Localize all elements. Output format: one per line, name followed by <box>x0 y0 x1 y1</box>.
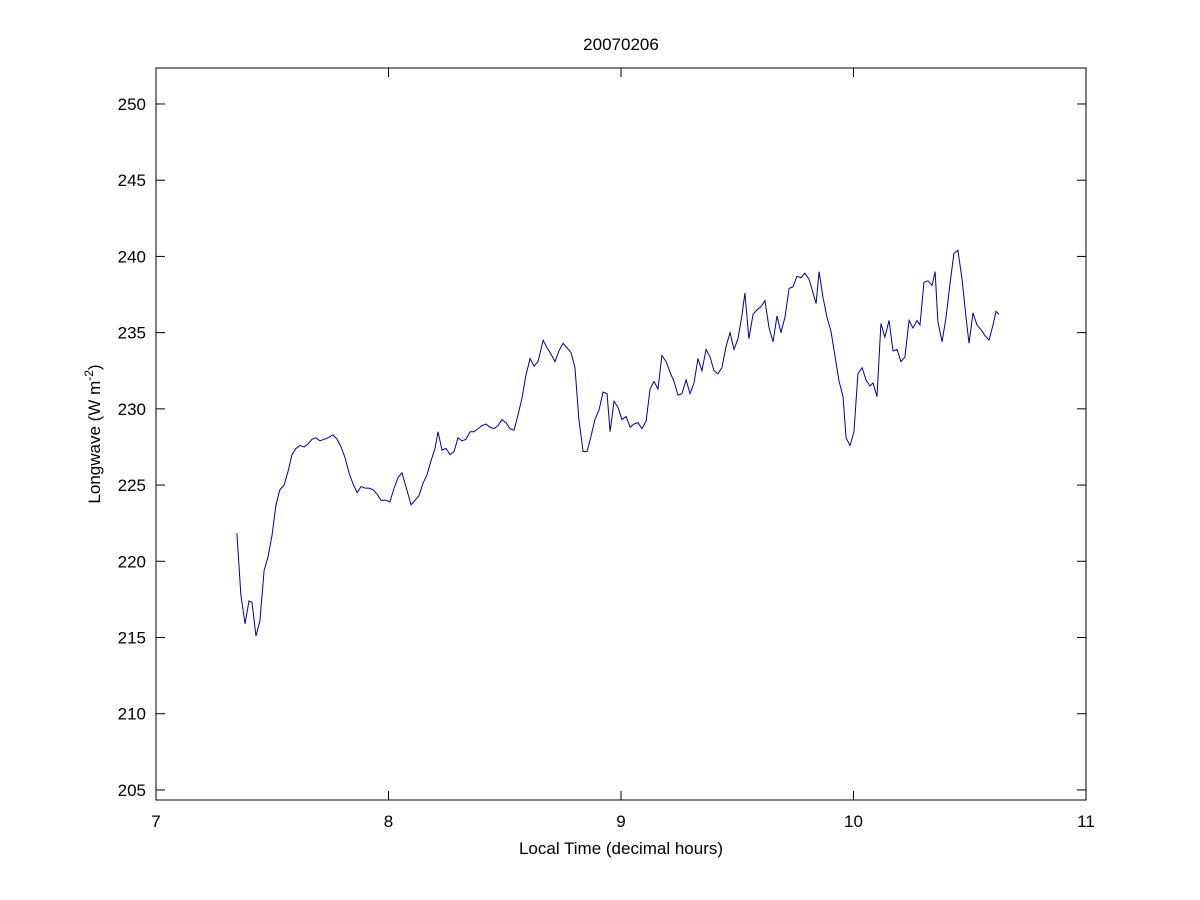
y-tick-label: 250 <box>118 95 146 114</box>
data-line <box>236 249 1000 637</box>
y-axis-label-suffix: ) <box>85 364 104 370</box>
x-axis-label: Local Time (decimal hours) <box>519 839 723 858</box>
y-tick-label: 215 <box>118 629 146 648</box>
y-tick-label: 220 <box>118 552 146 571</box>
x-tick-label: 8 <box>384 812 393 831</box>
chart-title: 20070206 <box>583 35 659 54</box>
y-tick-label: 230 <box>118 400 146 419</box>
y-axis-label: Longwave (W m-2) <box>82 364 104 503</box>
y-tick-label: 205 <box>118 781 146 800</box>
y-tick-label: 245 <box>118 171 146 190</box>
y-tick-label: 210 <box>118 705 146 724</box>
plot-area <box>155 67 1087 801</box>
y-tick-label: 240 <box>118 247 146 266</box>
x-tick-label: 10 <box>844 812 863 831</box>
x-tick-label: 7 <box>151 812 160 831</box>
y-axis-label-text: Longwave (W m <box>85 381 104 504</box>
y-axis-label-superscript: -2 <box>82 370 96 381</box>
y-tick-label: 225 <box>118 476 146 495</box>
x-tick-label: 11 <box>1077 812 1095 831</box>
x-tick-label: 9 <box>616 812 625 831</box>
y-tick-label: 235 <box>118 324 146 343</box>
